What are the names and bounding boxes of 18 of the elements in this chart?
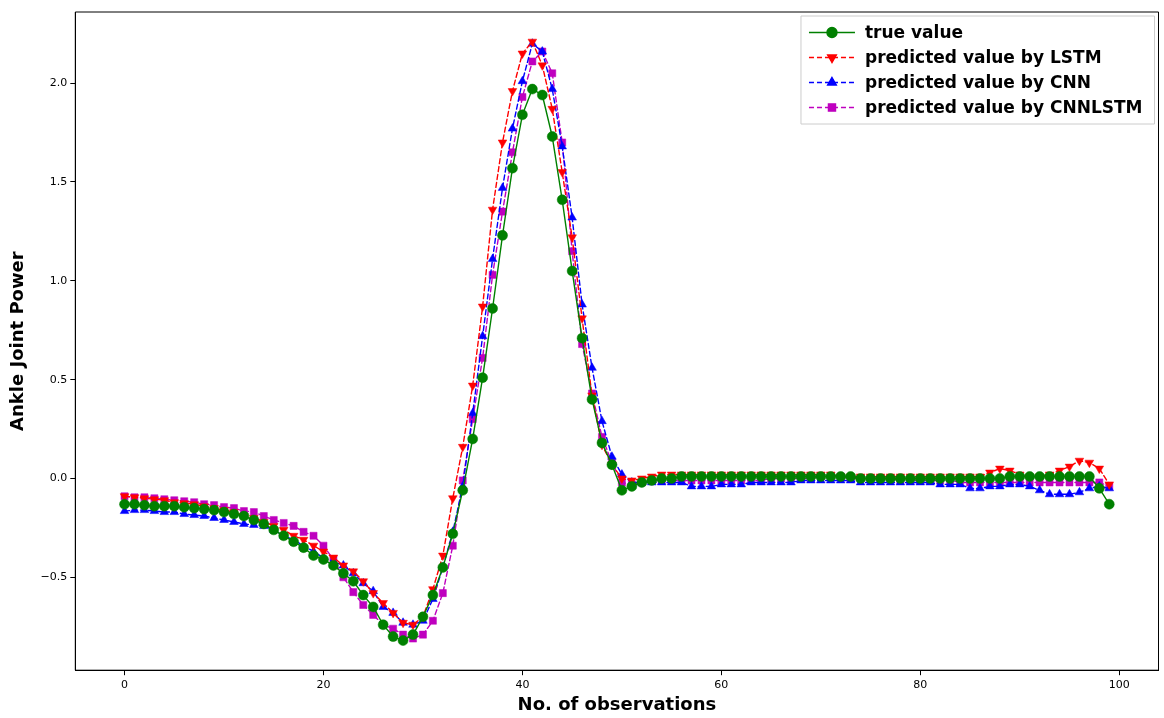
y-tick-label: 0.0	[49, 471, 68, 485]
y-tick-label: 2.0	[49, 76, 68, 90]
x-tick-label: 80	[913, 677, 928, 691]
x-tick-label: 20	[316, 677, 331, 691]
x-tick-label: 60	[714, 677, 729, 691]
legend-label: predicted value by CNNLSTM	[864, 96, 1143, 117]
x-axis-title: No. of observations	[517, 692, 717, 714]
x-tick-label: 40	[515, 677, 530, 691]
y-axis-title: Ankle Joint Power	[6, 251, 28, 431]
y-tick-label: −0.5	[40, 570, 68, 584]
y-tick-label: 1.0	[49, 273, 68, 287]
x-tick-label: 0	[121, 677, 129, 691]
legend-label: predicted value by LSTM	[864, 46, 1102, 67]
y-tick-label: 0.5	[49, 372, 68, 386]
y-tick-label: 1.5	[49, 174, 68, 188]
x-tick-label: 100	[1108, 677, 1130, 691]
legend-label: predicted value by CNN	[864, 71, 1091, 92]
legend-label: true value	[864, 21, 964, 42]
